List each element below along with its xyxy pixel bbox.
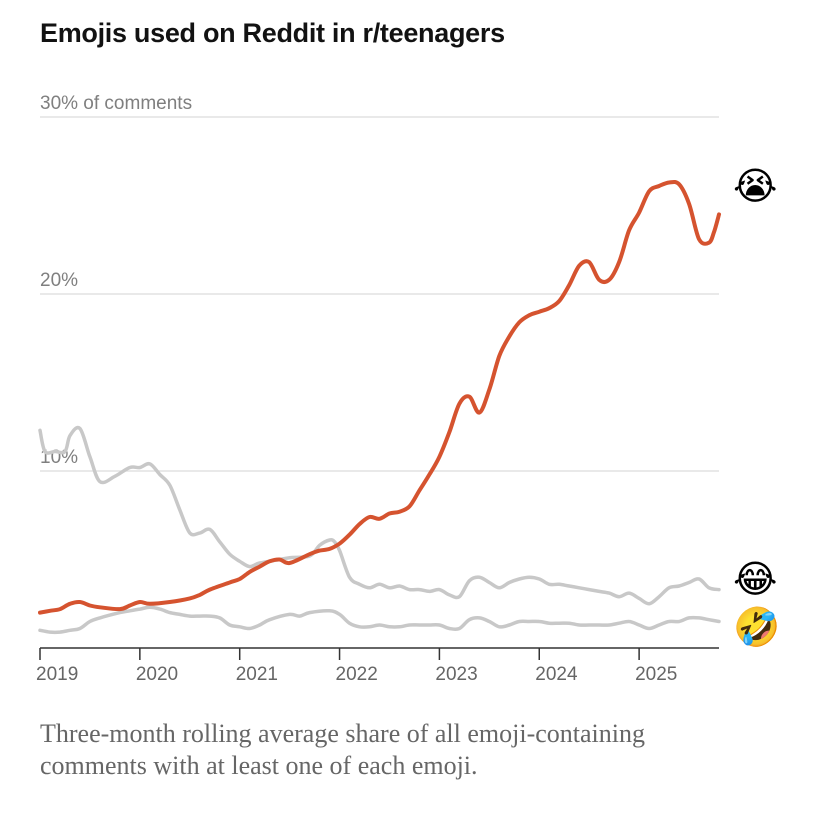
x-tick-label-2021: 2021 <box>236 664 278 685</box>
x-tick-label-2023: 2023 <box>435 664 477 685</box>
x-axis: 2019 2020 2021 2022 2023 2024 2025 <box>36 647 719 685</box>
x-tick-label-2022: 2022 <box>336 664 378 685</box>
chart-title: Emojis used on Reddit in r/teenagers <box>40 18 505 48</box>
y-tick-label-20: 20% <box>40 270 78 291</box>
line-chart: 10%20%30% of comments 2019 2020 2021 2022 20… <box>36 93 780 685</box>
chart-caption: Three-month rolling average share of all… <box>40 719 645 780</box>
x-tick-label-2020: 2020 <box>136 664 178 685</box>
series-labels: 😭 😂🤣 <box>731 164 780 651</box>
series-label-0: 😭 <box>733 164 777 208</box>
x-tick-label-2019: 2019 <box>36 664 78 685</box>
gridlines <box>40 116 719 472</box>
series-label-2: 🤣 <box>731 605 780 651</box>
series-lines <box>38 179 721 635</box>
series-line-0 <box>38 179 721 615</box>
series-line-1 <box>38 425 721 606</box>
y-axis-labels: 10%20%30% of comments <box>40 93 192 468</box>
x-tick-label-2024: 2024 <box>535 664 578 685</box>
series-line-2 <box>38 605 721 635</box>
series-label-1: 😂 <box>733 557 777 601</box>
y-tick-label-30: 30% of comments <box>40 93 192 114</box>
x-tick-label-2025: 2025 <box>635 664 677 685</box>
